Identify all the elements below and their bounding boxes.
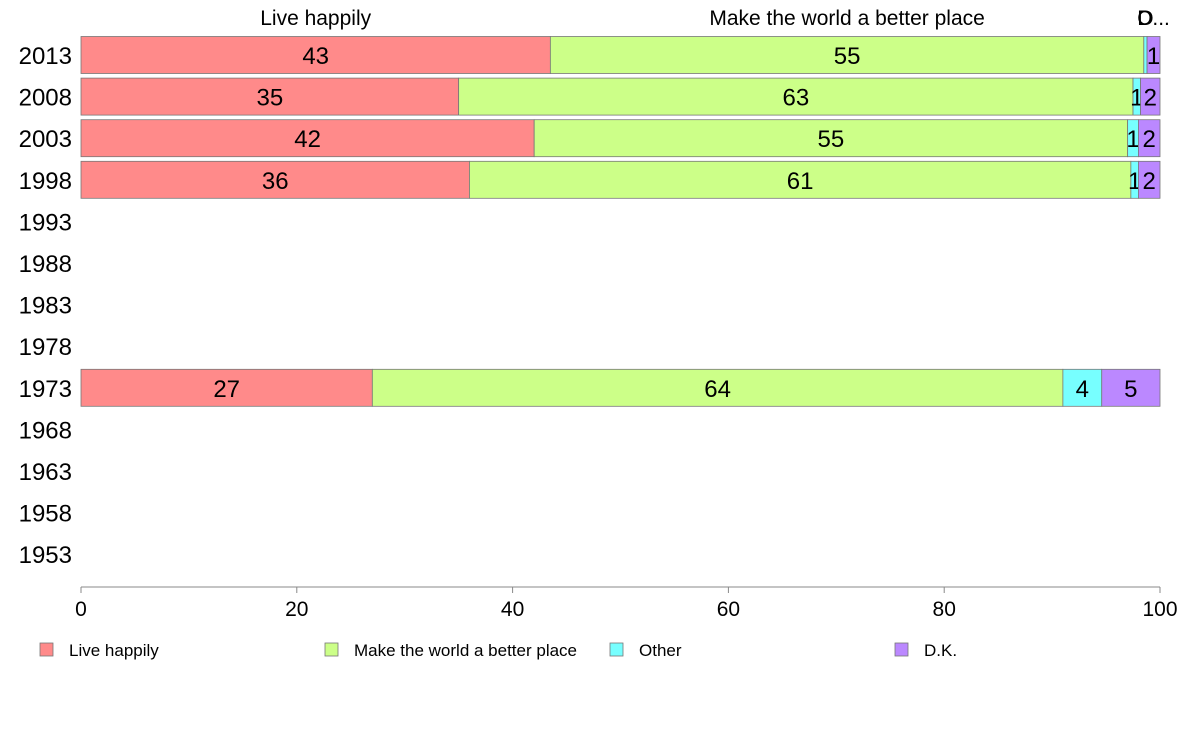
bar-2008-1 [458,77,1134,116]
bar-label-1973-1: 64 [704,376,731,403]
category-label-2003: 2003 [19,126,72,153]
bar-label-2008-0: 35 [256,85,283,112]
bar-2013-1 [549,36,1145,74]
legend-label-0: Live happily [69,641,159,660]
x-tick-label-80: 80 [933,598,956,621]
x-tick-label-0: 0 [75,598,87,621]
bar-label-1998-2: 1 [1128,168,1141,195]
category-label-2008: 2008 [19,85,72,112]
bar-label-2003-3: 2 [1143,126,1156,153]
legend-swatch-3 [894,642,909,657]
category-label-1973: 1973 [19,376,72,403]
bar-1998-0 [80,160,470,199]
bar-2013-0 [80,36,551,74]
x-tick-label-100: 100 [1142,598,1177,621]
bar-2008-0 [80,77,460,116]
legend-swatch-2 [609,642,624,657]
category-label-1983: 1983 [19,293,72,320]
bar-2003-3 [1138,119,1161,158]
category-label-1953: 1953 [19,542,72,569]
category-label-1958: 1958 [19,501,72,528]
category-label-1993: 1993 [19,209,72,236]
bar-label-2003-2: 1 [1126,126,1139,153]
x-tick-label-20: 20 [285,598,308,621]
bar-label-1998-0: 36 [262,168,289,195]
bar-label-1973-2: 4 [1076,376,1089,403]
category-label-2013: 2013 [19,43,72,70]
legend-swatch-0 [39,642,54,657]
bar-2013-3 [1146,36,1161,74]
legend-label-2: Other [639,641,682,660]
bar-2003-1 [533,119,1129,158]
bar-2008-3 [1140,77,1161,116]
category-label-1963: 1963 [19,459,72,486]
bar-label-2008-2: 1 [1130,85,1143,112]
bar-1998-3 [1138,160,1161,199]
category-label-1988: 1988 [19,251,72,278]
bar-label-1998-1: 61 [787,168,814,195]
bar-2003-0 [80,119,535,158]
top-series-label-0: Live happily [260,7,371,30]
category-label-1998: 1998 [19,168,72,195]
legend-label-1: Make the world a better place [354,641,577,660]
bar-1973-3 [1101,368,1161,407]
top-series-label-1: Make the world a better place [709,7,984,30]
bar-label-2013-1: 55 [834,43,861,70]
bar-label-2008-3: 2 [1144,85,1157,112]
bar-label-2003-0: 42 [294,126,321,153]
top-series-label-3: D... [1137,7,1170,30]
legend-label-3: D.K. [924,641,957,660]
x-tick-label-60: 60 [717,598,740,621]
bar-label-2008-1: 63 [782,85,809,112]
bar-label-1998-3: 2 [1143,168,1156,195]
category-label-1978: 1978 [19,334,72,361]
top-series-label-2: O [1137,7,1153,30]
bar-label-2013-0: 43 [302,43,329,70]
bar-label-2013-3: 1 [1147,43,1160,70]
bar-label-1973-3: 5 [1124,376,1137,403]
category-label-1968: 1968 [19,417,72,444]
bar-label-2003-1: 55 [818,126,845,153]
legend-swatch-1 [324,642,339,657]
bar-1973-1 [371,368,1064,407]
x-tick-label-40: 40 [501,598,524,621]
bar-label-1973-0: 27 [213,376,240,403]
